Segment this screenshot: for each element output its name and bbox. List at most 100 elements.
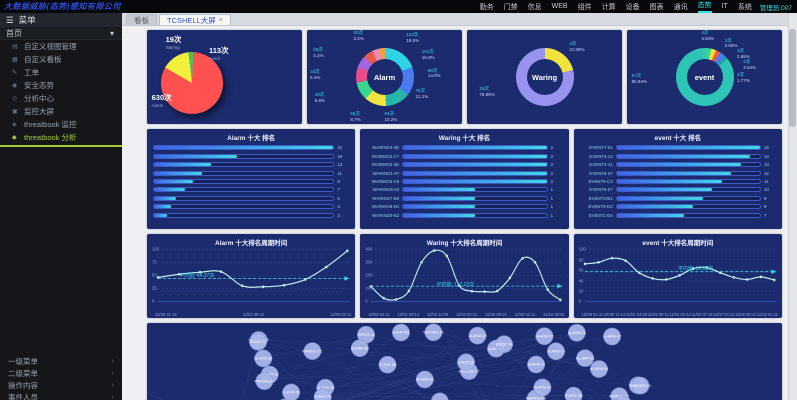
waring-donut-panel: Waring 4次 21.05% 15次 78.95% bbox=[467, 30, 622, 124]
sidebar-bottom-item-label: 二级菜单 bbox=[8, 368, 38, 378]
bar-track bbox=[153, 187, 335, 193]
network-node[interactable]: WARING-49 bbox=[630, 376, 650, 395]
sidebar-header[interactable]: ☰ 菜单 bbox=[0, 13, 122, 27]
network-node[interactable]: ALARM-78 bbox=[527, 355, 545, 374]
x-axis-tick: 11/10 06:44 bbox=[543, 312, 565, 317]
network-node[interactable]: WARING-2C bbox=[302, 342, 323, 360]
svg-text:ALARM-3E: ALARM-3E bbox=[351, 346, 370, 350]
top-menu-item[interactable]: 信息 bbox=[527, 3, 542, 11]
network-node[interactable]: ALARM-13 bbox=[547, 342, 565, 361]
callout-value: 88次 bbox=[427, 67, 438, 73]
bar-fill bbox=[403, 146, 547, 150]
network-graph-svg[interactable]: ALARM-23WARING-4EEVENT-07ALARM-41ALARM-1… bbox=[147, 323, 782, 400]
sidebar-bottom-item[interactable]: 一级菜单 › bbox=[0, 355, 122, 367]
sidebar-item[interactable]: ▣ 监控大屏 bbox=[0, 105, 122, 118]
sidebar-bottom-item[interactable]: 二级菜单 › bbox=[0, 367, 122, 379]
top-menu-item[interactable]: 勤务 bbox=[479, 3, 494, 11]
bar-row: EVENT5-C3 11 bbox=[574, 178, 782, 184]
sidebar-bottom-item[interactable]: 操作内容 › bbox=[0, 379, 122, 391]
network-node[interactable]: EVENT-27 bbox=[313, 388, 332, 400]
ranking-panel: Waring 十大 排名 WARING4-4E 2 WARING2-C7 2 WARING… bbox=[360, 129, 569, 229]
panel-title: Alarm 十大排名周期时间 bbox=[215, 240, 288, 247]
line-chart[interactable]: 100 80 60 40 20 0 平均值: 56.88次 bbox=[578, 246, 778, 308]
svg-text:ALARM-19: ALARM-19 bbox=[590, 367, 608, 371]
network-node[interactable]: ALARM-3E bbox=[351, 339, 370, 357]
close-icon[interactable]: × bbox=[218, 16, 223, 24]
bar-row: WARING9-E2 1 bbox=[360, 212, 568, 218]
network-node[interactable]: ALARM-37 bbox=[603, 327, 621, 346]
network-node[interactable]: EVENT-72 bbox=[249, 333, 267, 351]
pie-label-value: 630次 bbox=[151, 93, 172, 103]
network-node[interactable]: ALARM-2A bbox=[416, 370, 435, 389]
callout-percent: 10.2% bbox=[384, 116, 398, 122]
y-axis-tick: 80 bbox=[578, 257, 584, 263]
bar-row: EVENT1-E5 7 bbox=[574, 212, 782, 218]
donut-callout: 3次 2.65% bbox=[737, 48, 750, 60]
vertical-scrollbar[interactable] bbox=[788, 13, 797, 400]
network-node[interactable]: EVENT-58 bbox=[378, 355, 397, 374]
top-menu-item[interactable]: 通讯 bbox=[673, 3, 688, 11]
network-node[interactable]: ALARM-29 bbox=[469, 326, 487, 345]
donut-center-label: Alarm bbox=[373, 72, 396, 82]
network-node[interactable]: EVENT-44 bbox=[495, 335, 513, 354]
callout-percent: 5.4% bbox=[310, 75, 321, 81]
network-node[interactable]: EVENT-63 bbox=[282, 383, 301, 400]
network-node[interactable]: ALARM-D6 bbox=[254, 349, 272, 368]
bar-fill bbox=[403, 188, 475, 192]
user-info[interactable]: 管理员:007 bbox=[759, 4, 792, 12]
bar-fill bbox=[403, 179, 547, 183]
sidebar-item[interactable]: ◆ threatbook 分析 bbox=[0, 131, 122, 144]
top-menu-item[interactable]: 计算 bbox=[601, 3, 616, 11]
network-node[interactable]: ALARM-52 bbox=[536, 327, 554, 346]
tab[interactable]: TCSHELL大屏 × bbox=[159, 14, 231, 25]
callout-percent: 1.77% bbox=[737, 78, 750, 84]
top-menu-item[interactable]: IT bbox=[721, 3, 728, 10]
callout-value: 101次 bbox=[421, 48, 434, 54]
svg-text:ALARM-1B: ALARM-1B bbox=[316, 386, 335, 390]
tab[interactable]: 看板 bbox=[126, 14, 157, 25]
bar-track bbox=[402, 170, 548, 176]
network-node[interactable]: EVENT-81 bbox=[392, 323, 410, 342]
top-menu-item[interactable]: 态势 bbox=[697, 0, 712, 13]
network-node[interactable]: ALARM-75 bbox=[568, 323, 586, 342]
pie-chart[interactable] bbox=[161, 52, 223, 114]
svg-text:ALARM-52: ALARM-52 bbox=[536, 334, 554, 338]
network-node[interactable]: WARING-15 bbox=[423, 323, 443, 342]
network-node[interactable]: ALARM-31 bbox=[534, 378, 552, 397]
top-menu-item[interactable]: 图表 bbox=[649, 3, 664, 11]
line-chart[interactable]: 100 75 50 25 0 平均值: 44.37次 bbox=[151, 246, 351, 308]
x-axis-labels: 10/29 04:11 10/31 09:14 11/02 11:08 11/04 0… bbox=[368, 312, 564, 317]
network-node[interactable]: ALARM-19 bbox=[590, 360, 608, 378]
bar-fill bbox=[154, 163, 211, 167]
network-node[interactable]: ALARM-94 bbox=[614, 395, 632, 400]
x-axis-tick: 10/31 09:14 bbox=[397, 312, 420, 317]
bar-value: 15 bbox=[763, 145, 769, 151]
top-menu-item[interactable]: 设备 bbox=[625, 3, 640, 11]
sidebar-item[interactable]: ◉ 安全态势 bbox=[0, 79, 122, 92]
scrollbar-thumb[interactable] bbox=[789, 29, 796, 127]
sidebar-item[interactable]: ✎ 工单 bbox=[0, 66, 122, 79]
top-menu-item[interactable]: 门禁 bbox=[503, 3, 518, 11]
network-node[interactable]: EVENT-3B bbox=[564, 386, 583, 400]
sidebar-item[interactable]: ▤ 自定义视图管理 bbox=[0, 40, 122, 53]
network-node[interactable]: WARING-61 bbox=[254, 372, 274, 390]
callout-value: 3次 bbox=[737, 47, 745, 53]
sidebar-group-home[interactable]: 首页 ▾ bbox=[0, 27, 122, 40]
bar-value: 1 bbox=[550, 204, 554, 210]
line-chart[interactable]: 400 300 200 100 0 平均值: 117.22次 bbox=[364, 246, 564, 308]
sidebar-item[interactable]: ◎ 分析中心 bbox=[0, 92, 122, 105]
bar-row: WARING3-4D 2 bbox=[360, 162, 568, 168]
top-menu-item[interactable]: WEB bbox=[551, 3, 568, 10]
callout-value: 55次 bbox=[350, 110, 360, 116]
donut-chart[interactable]: Alarm bbox=[355, 48, 414, 106]
sidebar-item[interactable]: ▦ 自定义看板 bbox=[0, 53, 122, 66]
network-node[interactable]: EVENT-91 bbox=[457, 353, 475, 372]
network-node[interactable]: ALARM-C3 bbox=[576, 349, 594, 367]
top-menu-item[interactable]: 系统 bbox=[737, 3, 752, 11]
sidebar-item[interactable]: ◈ threatbook 监控 bbox=[0, 118, 122, 131]
top-menu-item[interactable]: 组件 bbox=[577, 3, 592, 11]
donut-chart[interactable]: event bbox=[675, 48, 734, 106]
donut-chart[interactable]: Waring bbox=[515, 48, 574, 106]
sidebar-bottom-item[interactable]: 事件人员 › bbox=[0, 391, 122, 400]
bar-row: 13 bbox=[147, 162, 355, 168]
